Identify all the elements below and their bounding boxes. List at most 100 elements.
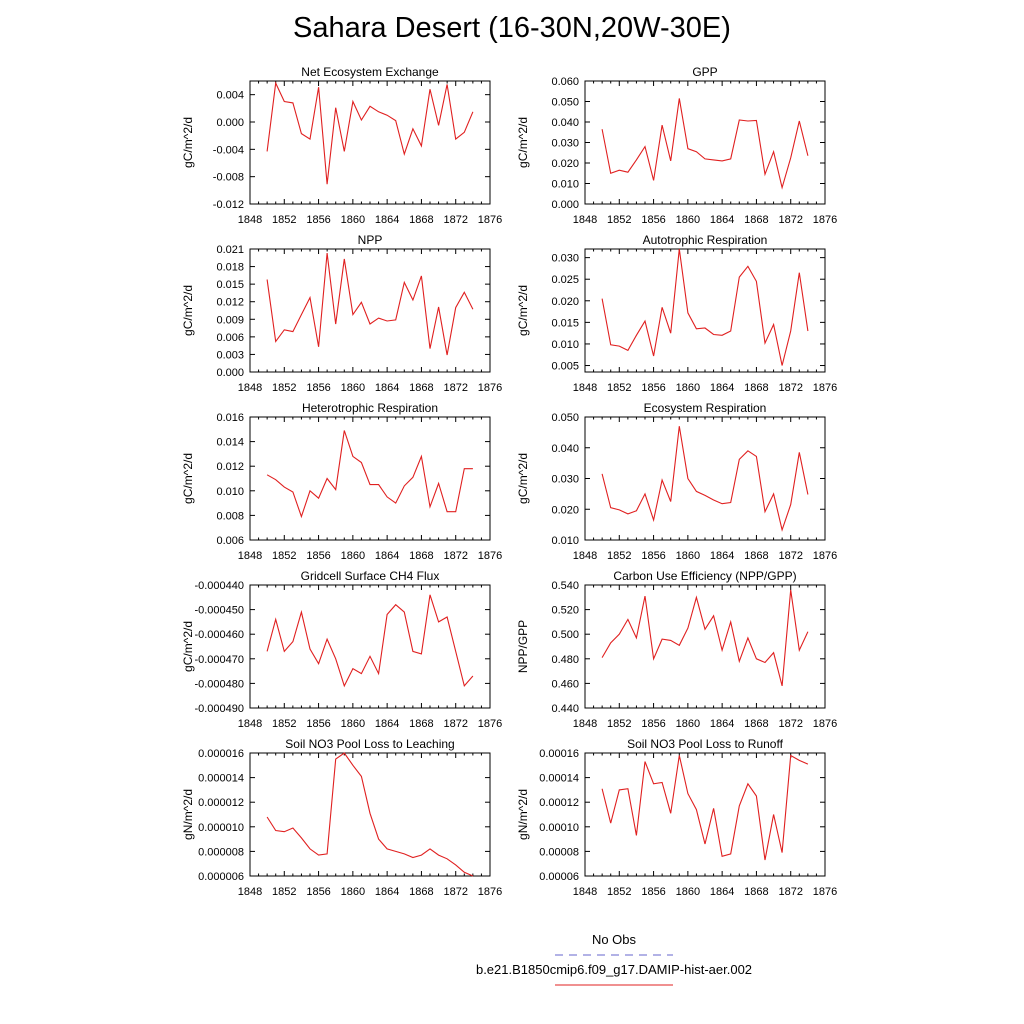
y-tick-label: 0.030 [551, 474, 579, 486]
x-tick-label: 1860 [341, 214, 365, 226]
x-tick-label: 1876 [813, 382, 837, 394]
plot-frame [249, 248, 491, 373]
y-axis-label: gC/m^2/d [181, 453, 195, 504]
x-tick-label: 1852 [272, 382, 296, 394]
x-tick-label: 1876 [813, 886, 837, 898]
x-tick-label: 1864 [710, 382, 734, 394]
y-tick-label: 0.050 [551, 97, 579, 109]
series-line [266, 253, 474, 356]
x-tick-label: 1852 [272, 886, 296, 898]
y-tick-label: -0.000460 [194, 629, 244, 641]
x-tick-label: 1868 [409, 550, 433, 562]
x-tick-label: 1860 [676, 550, 700, 562]
x-tick-label: 1852 [272, 550, 296, 562]
y-tick-label: -0.000480 [194, 678, 244, 690]
y-tick-label: 0.018 [216, 262, 244, 274]
x-tick-label: 1848 [573, 886, 597, 898]
x-tick-label: 1876 [478, 214, 502, 226]
y-tick-label: 0.010 [551, 535, 579, 547]
x-tick-label: 1856 [641, 718, 665, 730]
x-tick-label: 1864 [710, 550, 734, 562]
y-tick-label: -0.012 [213, 199, 244, 211]
y-tick-label: 0.009 [216, 314, 244, 326]
x-tick-label: 1860 [341, 718, 365, 730]
y-tick-label: 0.006 [216, 332, 244, 344]
x-tick-label: 1868 [744, 718, 768, 730]
x-tick-label: 1868 [409, 382, 433, 394]
x-tick-label: 1872 [778, 550, 802, 562]
y-tick-label: 0.005 [551, 361, 579, 373]
y-tick-label: 0.00008 [539, 846, 579, 858]
y-tick-label: -0.000440 [194, 580, 244, 592]
main-title: Sahara Desert (16-30N,20W-30E) [293, 12, 731, 44]
y-tick-label: 0.030 [551, 138, 579, 150]
x-tick-label: 1868 [409, 214, 433, 226]
x-tick-label: 1872 [778, 214, 802, 226]
y-axis-label: gN/m^2/d [181, 789, 195, 840]
x-tick-label: 1864 [375, 550, 399, 562]
panel-8: Carbon Use Efficiency (NPP/GPP) NPP/GPP 18… [516, 569, 837, 730]
x-tick-label: 1876 [813, 550, 837, 562]
y-tick-label: 0.000 [216, 117, 244, 129]
y-tick-label: -0.004 [213, 144, 244, 156]
y-tick-label: 0.480 [551, 654, 579, 666]
x-tick-label: 1864 [710, 886, 734, 898]
x-tick-label: 1856 [306, 550, 330, 562]
series-line [601, 426, 809, 532]
x-tick-label: 1852 [607, 214, 631, 226]
panel-3: NPP gC/m^2/d 1848 1852 1856 1860 1864 1868 1872 1… [181, 233, 502, 394]
y-tick-label: 0.040 [551, 117, 579, 129]
plot-frame [584, 248, 826, 373]
x-tick-label: 1856 [641, 886, 665, 898]
y-tick-label: 0.010 [216, 486, 244, 498]
x-tick-label: 1856 [641, 382, 665, 394]
x-tick-label: 1860 [676, 214, 700, 226]
x-tick-label: 1848 [238, 886, 262, 898]
x-tick-label: 1856 [306, 718, 330, 730]
y-tick-label: 0.000 [551, 199, 579, 211]
x-tick-label: 1864 [710, 718, 734, 730]
y-tick-label: 0.060 [551, 76, 579, 88]
x-tick-label: 1848 [238, 214, 262, 226]
panel-title: Carbon Use Efficiency (NPP/GPP) [613, 569, 796, 583]
y-tick-label: -0.000450 [194, 605, 244, 617]
x-tick-label: 1876 [813, 718, 837, 730]
panel-title: Soil NO3 Pool Loss to Runoff [627, 737, 784, 751]
y-tick-label: 0.000008 [198, 846, 244, 858]
y-tick-label: 0.00010 [539, 822, 579, 834]
x-tick-label: 1860 [676, 382, 700, 394]
x-tick-label: 1876 [478, 382, 502, 394]
x-tick-label: 1848 [238, 550, 262, 562]
x-tick-label: 1860 [341, 550, 365, 562]
y-tick-label: 0.00014 [539, 773, 579, 785]
series-line [266, 430, 473, 519]
y-tick-label: 0.008 [216, 510, 244, 522]
y-tick-label: 0.016 [216, 412, 244, 424]
x-tick-label: 1860 [341, 886, 365, 898]
x-tick-label: 1872 [443, 886, 467, 898]
x-tick-label: 1852 [272, 214, 296, 226]
y-tick-label: 0.000014 [198, 773, 244, 785]
panel-5: Heterotrophic Respiration gC/m^2/d 1848 185… [181, 401, 502, 562]
x-tick-label: 1848 [573, 718, 597, 730]
y-tick-label: 0.003 [216, 349, 244, 361]
x-tick-label: 1868 [744, 886, 768, 898]
panel-title: Soil NO3 Pool Loss to Leaching [285, 737, 454, 751]
x-tick-label: 1848 [238, 382, 262, 394]
series-line [266, 752, 474, 877]
y-axis-label: gC/m^2/d [516, 117, 530, 168]
x-tick-label: 1852 [607, 382, 631, 394]
y-tick-label: 0.020 [551, 504, 579, 516]
x-tick-label: 1872 [443, 382, 467, 394]
x-tick-label: 1868 [409, 718, 433, 730]
x-tick-label: 1872 [443, 214, 467, 226]
x-tick-label: 1856 [306, 382, 330, 394]
x-tick-label: 1852 [607, 886, 631, 898]
panel-title: NPP [358, 233, 383, 247]
x-tick-label: 1856 [306, 886, 330, 898]
y-tick-label: 0.00006 [539, 871, 579, 883]
y-tick-label: 0.00016 [539, 748, 579, 760]
x-tick-label: 1860 [341, 382, 365, 394]
x-tick-label: 1856 [306, 214, 330, 226]
